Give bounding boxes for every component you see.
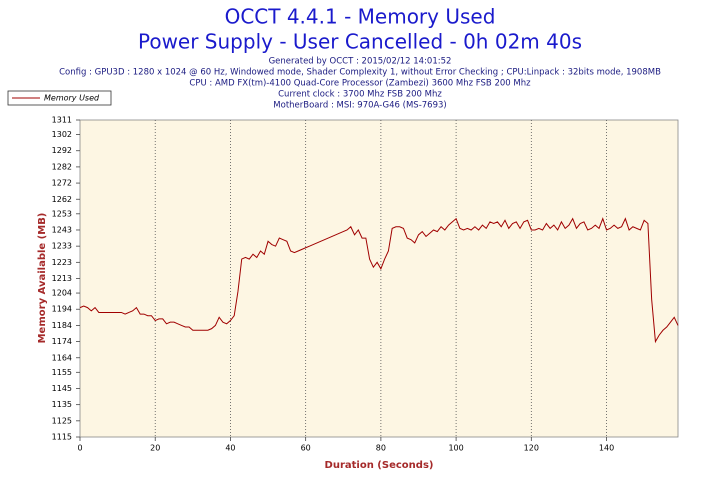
- y-tick-label: 1125: [52, 416, 72, 425]
- chart-title: OCCT 4.4.1 - Memory Used: [225, 5, 496, 29]
- legend-box: [7, 90, 112, 106]
- info-line: Generated by OCCT : 2015/02/12 14:01:52: [269, 57, 452, 67]
- y-tick-label: 1233: [52, 242, 72, 251]
- y-axis-label: Memory Available (MB): [37, 213, 48, 344]
- y-tick-label: 1223: [52, 258, 72, 267]
- y-tick-label: 1253: [52, 209, 72, 218]
- info-line: Current clock : 3700 Mhz FSB 200 Mhz: [278, 90, 442, 100]
- x-tick-label: 0: [77, 444, 82, 453]
- y-tick-label: 1155: [52, 368, 72, 377]
- plot-area: [79, 119, 679, 438]
- y-tick-label: 1213: [52, 274, 72, 283]
- x-tick-label: 120: [524, 444, 539, 453]
- legend-label: Memory Used: [44, 94, 100, 103]
- info-line: Config : GPU3D : 1280 x 1024 @ 60 Hz, Wi…: [59, 68, 661, 78]
- x-tick-label: 60: [301, 444, 311, 453]
- y-tick-label: 1174: [52, 337, 72, 346]
- x-tick-label: 40: [225, 444, 235, 453]
- info-line: CPU : AMD FX(tm)-4100 Quad-Core Processo…: [189, 79, 531, 89]
- x-tick-label: 140: [599, 444, 614, 453]
- x-axis-label: Duration (Seconds): [325, 460, 434, 471]
- y-tick-label: 1282: [52, 162, 72, 171]
- info-line: MotherBoard : MSI: 970A-G46 (MS-7693): [273, 101, 446, 111]
- y-tick-label: 1135: [52, 400, 72, 409]
- y-tick-label: 1243: [52, 225, 72, 234]
- y-tick-label: 1184: [52, 321, 72, 330]
- y-tick-label: 1272: [52, 179, 72, 188]
- data-line: [79, 217, 679, 344]
- y-tick-label: 1292: [52, 146, 72, 155]
- x-tick-label: 80: [376, 444, 386, 453]
- x-tick-label: 100: [448, 444, 463, 453]
- y-tick-label: 1115: [52, 433, 72, 442]
- y-tick-label: 1164: [52, 353, 72, 362]
- y-tick-label: 1204: [52, 289, 72, 298]
- x-tick-label: 20: [150, 444, 160, 453]
- y-tick-label: 1145: [52, 384, 72, 393]
- y-tick-label: 1262: [52, 195, 72, 204]
- chart-subtitle: Power Supply - User Cancelled - 0h 02m 4…: [138, 30, 582, 54]
- y-tick-label: 1311: [52, 116, 72, 125]
- y-tick-label: 1194: [52, 305, 72, 314]
- y-tick-label: 1302: [52, 130, 72, 139]
